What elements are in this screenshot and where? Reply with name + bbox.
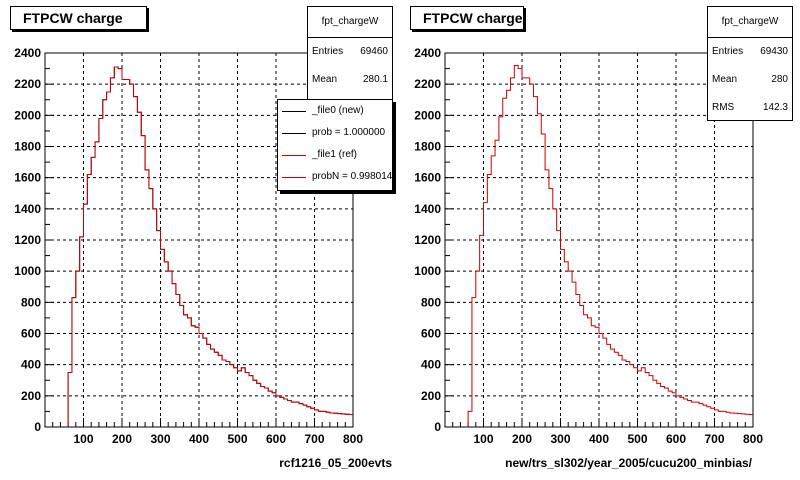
legend-entry-file0: _file0 (new) bbox=[278, 100, 392, 122]
y-tick-label: 2000 bbox=[414, 108, 441, 122]
histogram-series-1 bbox=[67, 66, 353, 427]
legend-entry-probn: probN = 0.998014 bbox=[278, 166, 392, 188]
x-tick-label: 200 bbox=[112, 432, 132, 446]
x-tick-label: 600 bbox=[666, 432, 686, 446]
stats-row-mean: Mean 280.1 bbox=[312, 74, 388, 85]
x-tick-label: 200 bbox=[512, 432, 532, 446]
stats-row-entries: Entries 69430 bbox=[712, 46, 788, 57]
chart-title: FTPCW charge bbox=[410, 6, 524, 30]
legend-entry-file1: _file1 (ref) bbox=[278, 144, 392, 166]
stats-box: fpt_chargeW Entries 69460 Mean 280.1 bbox=[307, 6, 393, 101]
y-tick-label: 1200 bbox=[414, 233, 441, 247]
x-tick-label: 700 bbox=[304, 432, 324, 446]
x-tick-label: 500 bbox=[227, 432, 247, 446]
legend-swatch bbox=[282, 155, 306, 156]
stats-row-mean: Mean 280 bbox=[712, 74, 788, 85]
y-tick-label: 800 bbox=[21, 295, 41, 309]
stats-name: fpt_chargeW bbox=[308, 7, 392, 38]
y-tick-label: 1600 bbox=[414, 171, 441, 185]
x-tick-label: 700 bbox=[704, 432, 724, 446]
x-tick-label: 800 bbox=[343, 432, 363, 446]
y-tick-label: 2400 bbox=[14, 46, 41, 60]
y-tick-label: 1200 bbox=[14, 233, 41, 247]
y-tick-label: 2000 bbox=[14, 108, 41, 122]
legend-entry-prob: prob = 1.000000 bbox=[278, 122, 392, 144]
y-tick-label: 2200 bbox=[14, 77, 41, 91]
y-tick-label: 1400 bbox=[14, 202, 41, 216]
y-tick-label: 2400 bbox=[414, 46, 441, 60]
y-tick-label: 400 bbox=[421, 358, 441, 372]
y-tick-label: 600 bbox=[21, 327, 41, 341]
histogram-chart-left: 100 200 300 400 500 600 700 800 0 200 400 600 800 100… bbox=[14, 46, 363, 446]
y-tick-label: 1000 bbox=[14, 264, 41, 278]
histogram-pad-left: 100 200 300 400 500 600 700 800 0 200 400 600 800 100… bbox=[10, 6, 393, 470]
y-tick-label: 1800 bbox=[414, 140, 441, 154]
x-tick-label: 500 bbox=[627, 432, 647, 446]
y-tick-label: 0 bbox=[34, 420, 41, 434]
x-tick-label: 100 bbox=[473, 432, 493, 446]
y-tick-label: 1600 bbox=[14, 171, 41, 185]
y-tick-label: 2200 bbox=[414, 77, 441, 91]
stats-row-rms: RMS 142.3 bbox=[712, 102, 788, 113]
histogram-series-0 bbox=[467, 64, 753, 427]
y-tick-label: 600 bbox=[421, 327, 441, 341]
legend-swatch bbox=[282, 133, 306, 134]
legend-swatch bbox=[282, 111, 306, 112]
x-axis-label: new/trs_sl302/year_2005/cucu200_minbias/ bbox=[505, 456, 752, 470]
legend-swatch bbox=[282, 177, 306, 178]
stats-box: fpt_chargeW Entries 69430 Mean 280 RMS 1… bbox=[707, 6, 793, 121]
y-tick-label: 1400 bbox=[414, 202, 441, 216]
y-tick-label: 0 bbox=[434, 420, 441, 434]
y-tick-label: 200 bbox=[421, 389, 441, 403]
y-tick-label: 800 bbox=[421, 295, 441, 309]
stats-row-entries: Entries 69460 bbox=[312, 46, 388, 57]
x-tick-label: 100 bbox=[73, 432, 93, 446]
x-tick-label: 300 bbox=[550, 432, 570, 446]
y-tick-label: 400 bbox=[21, 358, 41, 372]
legend: _file0 (new) prob = 1.000000 _file1 (ref… bbox=[277, 99, 393, 191]
stats-name: fpt_chargeW bbox=[708, 7, 792, 38]
y-tick-label: 1800 bbox=[14, 140, 41, 154]
x-tick-label: 600 bbox=[266, 432, 286, 446]
y-tick-label: 1000 bbox=[414, 264, 441, 278]
y-tick-label: 200 bbox=[21, 389, 41, 403]
histogram-chart-right: 100 200 300 400 500 600 700 800 0 200 400 600 800 100… bbox=[414, 46, 763, 446]
x-tick-label: 400 bbox=[589, 432, 609, 446]
histogram-pad-right: 100 200 300 400 500 600 700 800 0 200 400 600 800 100… bbox=[400, 0, 800, 480]
x-tick-label: 300 bbox=[150, 432, 170, 446]
x-tick-label: 400 bbox=[189, 432, 209, 446]
x-tick-label: 800 bbox=[743, 432, 763, 446]
x-axis-label: rcf1216_05_200evts bbox=[279, 456, 392, 470]
chart-title: FTPCW charge bbox=[10, 6, 147, 30]
